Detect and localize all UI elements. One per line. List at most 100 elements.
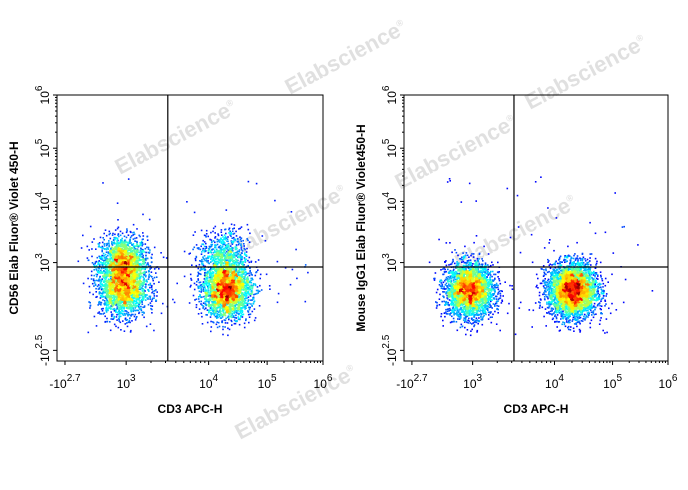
event-dot xyxy=(99,294,102,297)
event-dot xyxy=(113,297,116,300)
event-dot xyxy=(140,252,142,254)
event-dot xyxy=(113,281,115,284)
event-dot xyxy=(91,282,94,285)
event-dot xyxy=(154,290,156,292)
event-dot xyxy=(135,296,137,299)
event-dot xyxy=(116,277,118,279)
event-dot xyxy=(118,235,120,238)
event-dot xyxy=(104,263,106,265)
event-dot xyxy=(110,280,113,282)
event-dot xyxy=(97,269,100,272)
event-dot xyxy=(144,243,147,245)
event-dot xyxy=(138,288,140,290)
event-dot xyxy=(117,296,120,298)
event-dot xyxy=(113,273,115,275)
event-dot xyxy=(155,276,158,278)
event-dot xyxy=(120,262,123,264)
event-dot xyxy=(141,250,144,252)
event-dot xyxy=(99,313,101,315)
event-dot xyxy=(96,273,99,276)
event-dot xyxy=(110,286,112,289)
event-dot xyxy=(136,240,138,243)
event-dot xyxy=(87,277,89,280)
event-dot xyxy=(122,313,124,315)
event-dot xyxy=(149,323,152,325)
event-dot xyxy=(121,251,123,253)
event-dot xyxy=(99,297,102,299)
event-dot xyxy=(117,304,119,306)
event-dot xyxy=(138,258,141,260)
event-dot xyxy=(136,228,138,230)
event-dot xyxy=(134,240,137,242)
event-dot xyxy=(112,283,114,286)
event-dot xyxy=(104,287,106,290)
event-dot xyxy=(131,243,134,246)
event-dot xyxy=(147,297,149,299)
event-dot xyxy=(128,296,130,298)
event-dot xyxy=(235,317,238,319)
event-dot xyxy=(113,278,116,281)
event-dot xyxy=(128,277,130,280)
event-dot xyxy=(134,313,137,316)
event-dot xyxy=(140,307,142,310)
event-dot xyxy=(149,265,152,267)
event-dot xyxy=(111,250,114,252)
event-dot xyxy=(112,299,115,301)
event-dot xyxy=(105,295,107,297)
event-dot xyxy=(118,315,120,317)
event-dot xyxy=(134,307,136,309)
event-dot xyxy=(135,300,138,302)
event-dot xyxy=(133,245,136,248)
event-dot xyxy=(137,249,139,252)
event-dot xyxy=(127,257,129,260)
event-dot xyxy=(117,239,119,242)
event-dot xyxy=(136,277,138,280)
event-dot xyxy=(111,246,113,249)
event-dot xyxy=(103,290,106,292)
event-dot xyxy=(142,306,144,309)
event-dot xyxy=(124,247,126,249)
event-dot xyxy=(111,303,113,305)
event-dot xyxy=(241,309,244,312)
event-dot xyxy=(117,302,119,305)
event-dot xyxy=(101,294,104,296)
event-dot xyxy=(127,283,130,285)
event-dot xyxy=(221,316,224,318)
event-dot xyxy=(139,277,142,279)
event-dot xyxy=(128,280,130,282)
event-dot xyxy=(132,273,135,275)
event-dot xyxy=(106,269,108,272)
event-dot xyxy=(123,239,126,242)
event-dot xyxy=(105,272,107,275)
event-dot xyxy=(106,296,108,298)
event-dot xyxy=(136,304,139,307)
event-dot xyxy=(98,264,101,267)
event-dot xyxy=(112,276,114,279)
event-dot xyxy=(95,265,98,267)
event-dot xyxy=(122,286,124,288)
event-dot xyxy=(122,250,124,253)
event-dot xyxy=(97,263,99,266)
event-dot xyxy=(134,274,137,277)
event-dot xyxy=(131,273,134,275)
event-dot xyxy=(109,262,112,265)
event-dot xyxy=(244,288,247,291)
event-dot xyxy=(118,242,120,245)
event-dot xyxy=(97,243,100,245)
event-dot xyxy=(109,249,111,252)
event-dot xyxy=(134,319,137,321)
event-dot xyxy=(128,257,130,259)
event-dot xyxy=(133,300,135,302)
event-dot xyxy=(115,279,117,281)
event-dot xyxy=(121,237,123,240)
event-dot xyxy=(129,242,131,244)
event-dot xyxy=(132,294,134,296)
event-dot xyxy=(134,263,137,266)
event-dot xyxy=(104,281,106,283)
event-dot xyxy=(127,234,130,236)
event-dot xyxy=(120,281,122,283)
event-dot xyxy=(114,254,117,257)
event-dot xyxy=(190,279,193,281)
event-dot xyxy=(125,259,128,261)
event-dot xyxy=(118,316,121,319)
